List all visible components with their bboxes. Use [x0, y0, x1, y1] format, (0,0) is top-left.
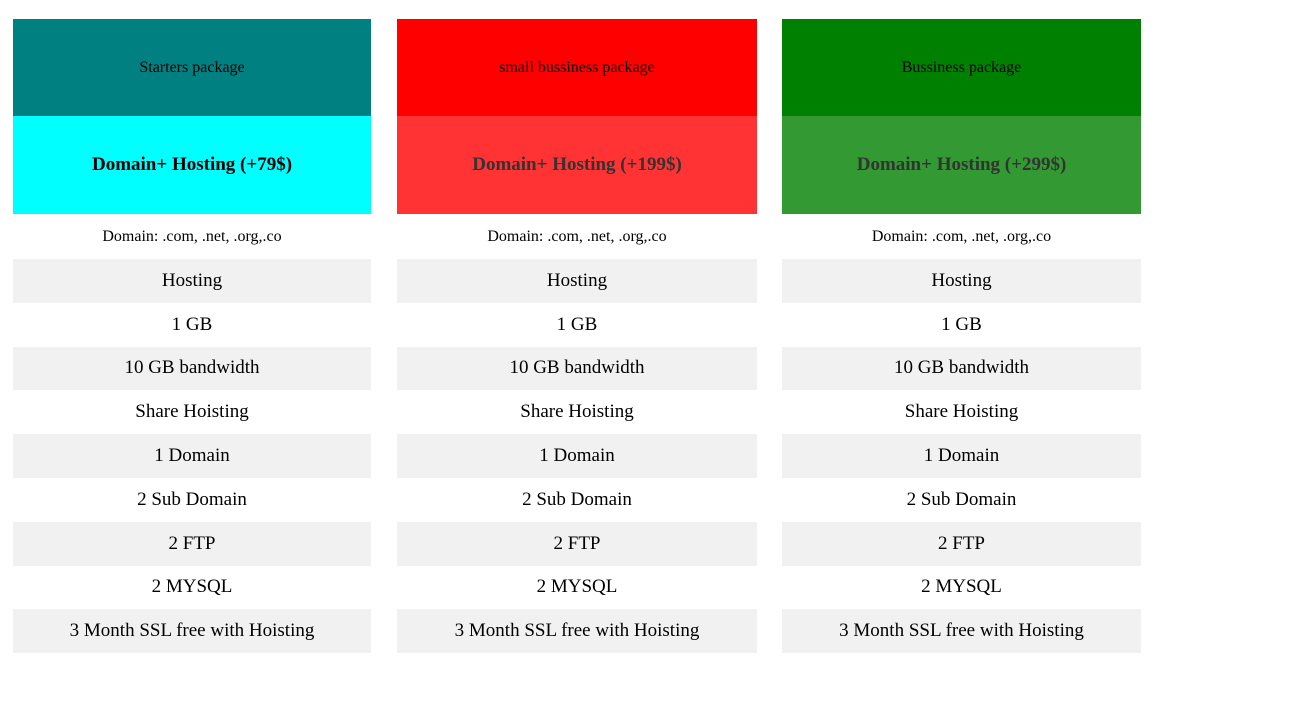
feature-item: 1 Domain	[782, 434, 1141, 478]
package-domains: Domain: .com, .net, .org,.co	[102, 227, 282, 245]
feature-item: Hosting	[782, 259, 1141, 303]
feature-item: 2 MYSQL	[921, 576, 1002, 598]
feature-item: 2 Sub Domain	[906, 488, 1017, 510]
feature-item: 3 Month SSL free with Hoisting	[397, 609, 757, 654]
package-domains: Domain: .com, .net, .org,.co	[487, 227, 667, 245]
feature-item: 1 Domain	[397, 434, 757, 478]
package-card-small-business: small bussiness package Domain+ Hosting …	[397, 19, 757, 654]
package-price: Domain+ Hosting (+299$)	[782, 116, 1141, 214]
feature-item: 10 GB bandwidth	[782, 346, 1141, 391]
feature-item: Share Hoisting	[904, 401, 1019, 423]
package-title: Bussiness package	[782, 19, 1141, 116]
feature-item: 2 MYSQL	[151, 576, 233, 598]
feature-item: 1 GB	[171, 313, 213, 335]
feature-item: 10 GB bandwidth	[13, 346, 371, 391]
feature-item: Share Hoisting	[520, 401, 634, 423]
feature-item: 2 FTP	[13, 521, 371, 566]
feature-item: 3 Month SSL free with Hoisting	[13, 609, 371, 654]
feature-item: 1 GB	[556, 313, 598, 335]
package-price: Domain+ Hosting (+79$)	[13, 116, 371, 214]
package-title: small bussiness package	[397, 19, 757, 116]
feature-item: Share Hoisting	[135, 401, 249, 423]
feature-item: 3 Month SSL free with Hoisting	[782, 609, 1141, 654]
feature-item: 1 GB	[941, 313, 982, 335]
feature-item: 1 Domain	[13, 434, 371, 478]
package-card-starters: Starters package Domain+ Hosting (+79$) …	[13, 19, 371, 654]
package-domains: Domain: .com, .net, .org,.co	[871, 227, 1052, 245]
feature-item: 2 Sub Domain	[522, 488, 632, 510]
feature-item: 2 FTP	[397, 521, 757, 566]
package-title: Starters package	[13, 19, 371, 116]
feature-item: 10 GB bandwidth	[397, 346, 757, 391]
feature-item: 2 FTP	[782, 521, 1141, 566]
feature-item: Hosting	[397, 259, 757, 303]
package-price: Domain+ Hosting (+199$)	[397, 116, 757, 214]
feature-item: 2 Sub Domain	[137, 488, 247, 510]
feature-item: Hosting	[13, 259, 371, 303]
feature-item: 2 MYSQL	[536, 576, 618, 598]
package-card-business: Bussiness package Domain+ Hosting (+299$…	[782, 19, 1141, 654]
